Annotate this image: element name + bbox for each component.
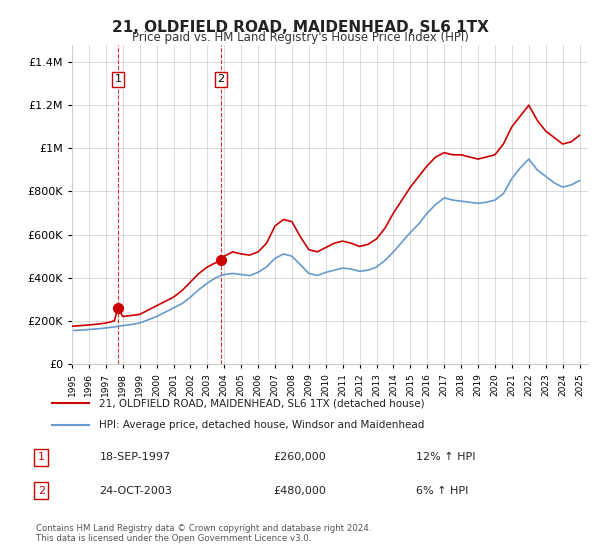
Text: Price paid vs. HM Land Registry's House Price Index (HPI): Price paid vs. HM Land Registry's House … bbox=[131, 31, 469, 44]
Text: 1: 1 bbox=[38, 452, 45, 462]
Text: 21, OLDFIELD ROAD, MAIDENHEAD, SL6 1TX (detached house): 21, OLDFIELD ROAD, MAIDENHEAD, SL6 1TX (… bbox=[100, 398, 425, 408]
Text: 24-OCT-2003: 24-OCT-2003 bbox=[100, 486, 172, 496]
Text: 2: 2 bbox=[38, 486, 45, 496]
Text: 2: 2 bbox=[217, 74, 224, 85]
Text: 12% ↑ HPI: 12% ↑ HPI bbox=[416, 452, 476, 462]
Text: 1: 1 bbox=[115, 74, 122, 85]
Text: £260,000: £260,000 bbox=[274, 452, 326, 462]
Text: 18-SEP-1997: 18-SEP-1997 bbox=[100, 452, 170, 462]
Text: 6% ↑ HPI: 6% ↑ HPI bbox=[416, 486, 469, 496]
Text: Contains HM Land Registry data © Crown copyright and database right 2024.
This d: Contains HM Land Registry data © Crown c… bbox=[36, 524, 371, 543]
Text: £480,000: £480,000 bbox=[274, 486, 326, 496]
Text: 21, OLDFIELD ROAD, MAIDENHEAD, SL6 1TX: 21, OLDFIELD ROAD, MAIDENHEAD, SL6 1TX bbox=[112, 20, 488, 35]
Text: HPI: Average price, detached house, Windsor and Maidenhead: HPI: Average price, detached house, Wind… bbox=[100, 421, 425, 431]
